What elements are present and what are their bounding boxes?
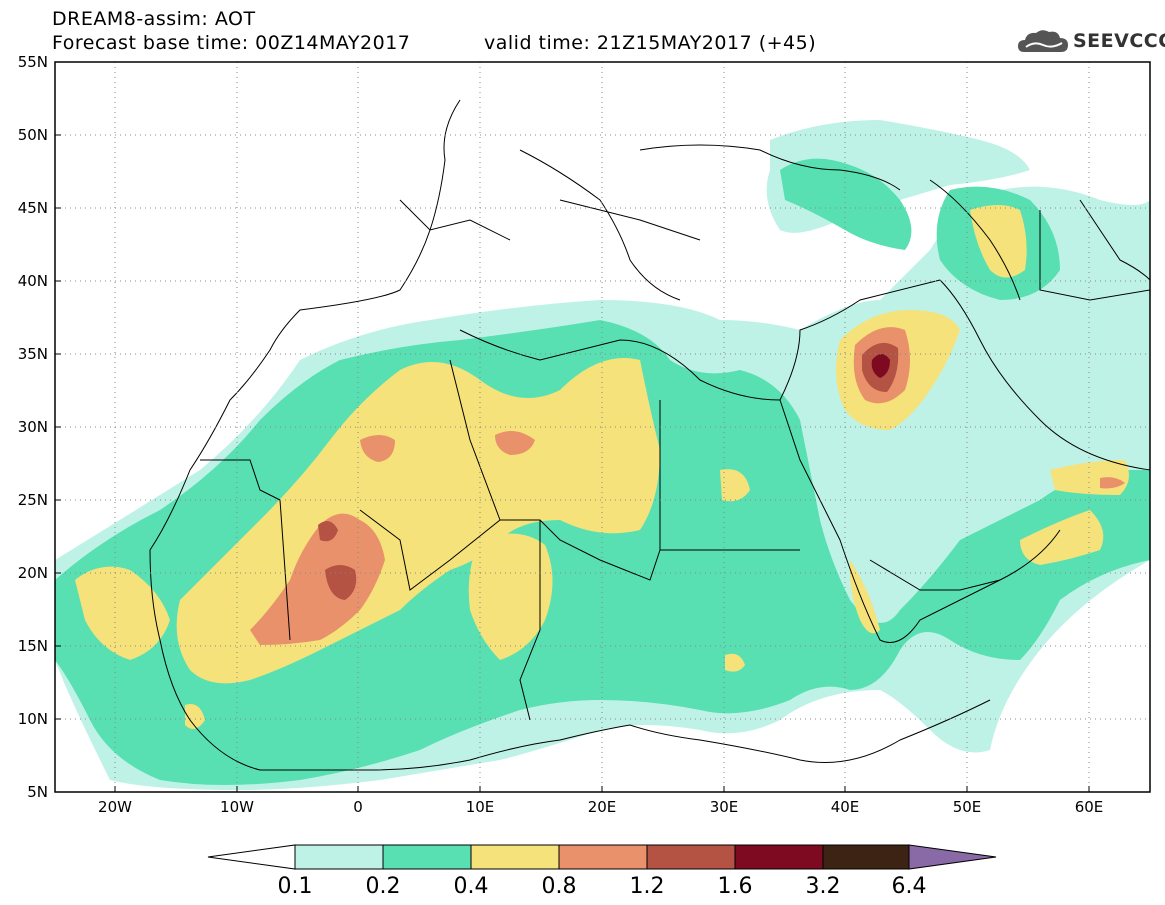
lat-label: 20N bbox=[18, 564, 48, 582]
lat-label: 50N bbox=[18, 126, 48, 144]
aot-level-1-6 bbox=[871, 354, 890, 378]
valid-time: valid time: 21Z15MAY2017 (+45) bbox=[484, 32, 817, 54]
colorbar-segment-over bbox=[908, 844, 997, 870]
lon-label: 0 bbox=[353, 798, 363, 816]
axis-ticks bbox=[55, 61, 1090, 793]
lat-label: 25N bbox=[18, 491, 48, 509]
lon-label: 20W bbox=[98, 798, 132, 816]
lon-label: 40E bbox=[831, 798, 860, 816]
lat-label: 45N bbox=[18, 199, 48, 217]
lat-label: 15N bbox=[18, 637, 48, 655]
colorbar-label: 1.6 bbox=[718, 874, 753, 899]
lat-label: 55N bbox=[18, 53, 48, 71]
colorbar-segment bbox=[734, 844, 824, 870]
lon-label: 30E bbox=[710, 798, 739, 816]
colorbar-label: 3.2 bbox=[806, 874, 841, 899]
longitude-labels: 20W 10W 0 10E 20E 30E 40E 50E 60E bbox=[98, 798, 1103, 816]
colorbar-segment bbox=[558, 844, 648, 870]
colorbar-segment bbox=[470, 844, 560, 870]
colorbar-segment bbox=[822, 844, 910, 870]
colorbar-label: 0.8 bbox=[542, 874, 577, 899]
lon-label: 60E bbox=[1075, 798, 1104, 816]
lon-label: 50E bbox=[953, 798, 982, 816]
colorbar-label: 6.4 bbox=[892, 874, 927, 899]
colorbar-segment bbox=[382, 844, 472, 870]
lon-label: 20E bbox=[588, 798, 617, 816]
colorbar-label: 0.2 bbox=[366, 874, 401, 899]
lon-label: 10E bbox=[466, 798, 495, 816]
colorbar-segment bbox=[294, 844, 384, 870]
latitude-labels: 55N 50N 45N 40N 35N 30N 25N 20N 15N 10N … bbox=[18, 53, 48, 801]
seevccc-logo: SEEVCCC bbox=[1016, 26, 1165, 56]
colorbar-segment-under bbox=[207, 844, 296, 870]
lat-label: 10N bbox=[18, 710, 48, 728]
graticule bbox=[55, 62, 1150, 792]
colorbar: 0.1 0.2 0.4 0.8 1.2 1.6 3.2 6.4 bbox=[207, 844, 997, 899]
map-title: DREAM8-assim: AOT bbox=[52, 8, 256, 30]
lat-label: 5N bbox=[27, 783, 48, 801]
lon-label: 10W bbox=[220, 798, 254, 816]
colorbar-label: 1.2 bbox=[630, 874, 665, 899]
logo-text: SEEVCCC bbox=[1073, 30, 1165, 52]
lat-label: 30N bbox=[18, 418, 48, 436]
lat-label: 35N bbox=[18, 345, 48, 363]
forecast-base-time: Forecast base time: 00Z14MAY2017 bbox=[52, 32, 411, 54]
colorbar-segment bbox=[646, 844, 736, 870]
colorbar-label: 0.4 bbox=[454, 874, 489, 899]
cloud-icon bbox=[1018, 30, 1068, 52]
coastlines bbox=[149, 99, 1150, 771]
lat-label: 40N bbox=[18, 272, 48, 290]
colorbar-label: 0.1 bbox=[278, 874, 313, 899]
